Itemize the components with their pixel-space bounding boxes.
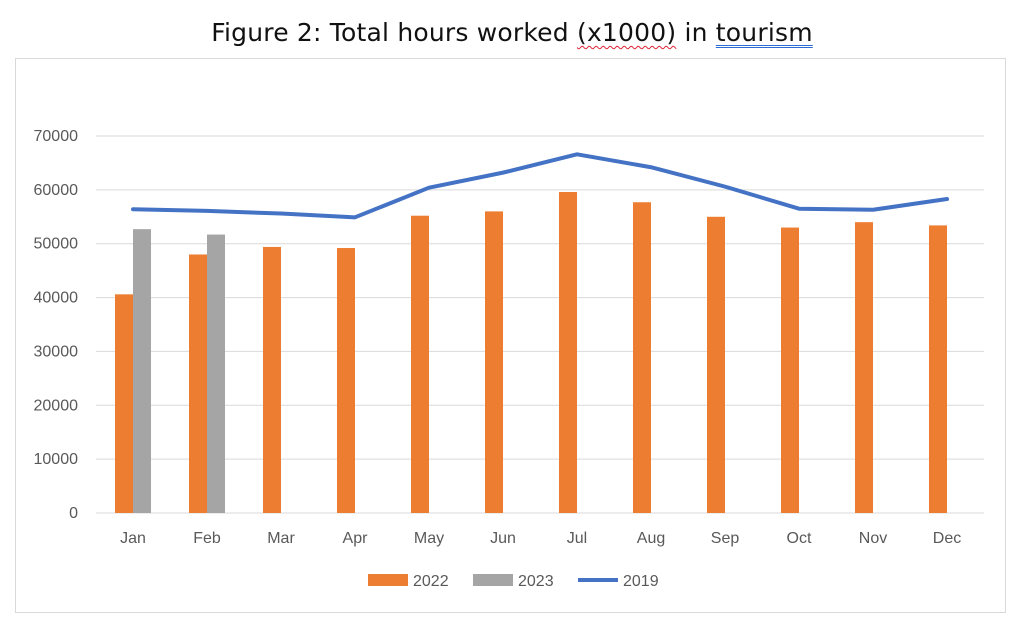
bar-series [115,192,947,514]
x-tick-label: Oct [787,530,812,547]
y-tick-label: 40000 [34,290,79,307]
gridlines [96,135,984,514]
line-series-2019 [131,152,949,220]
bar-2022-dec [929,225,947,513]
x-tick-label: May [414,530,444,547]
legend-label-2023: 2023 [518,573,554,590]
bar-2022-feb [189,254,207,513]
bar-2022-apr [337,248,355,513]
bar-2023-jan [133,229,151,513]
bar-2022-jul [559,192,577,514]
x-tick-label: Jul [567,530,587,547]
bar-2022-may [411,215,429,514]
chart-title: Figure 2: Total hours worked (x1000) in … [0,18,1024,47]
legend-swatch-2022 [368,574,408,586]
y-tick-label: 60000 [34,182,79,199]
y-tick-label: 70000 [34,128,79,145]
title-unit: (x1000) [576,18,677,47]
y-tick-label: 20000 [34,397,79,414]
title-mid: in [676,18,716,47]
line-series [131,152,949,220]
bar-2022-nov [855,222,873,513]
bar-2022-sep [707,216,725,514]
x-tick-label: Mar [267,530,295,547]
bar-2022-mar [263,246,281,513]
bar-2022-aug [633,202,651,513]
x-tick-label: Dec [933,530,961,547]
x-axis: Jan Feb Mar Apr May Jun Jul Aug Sep Oct Nov Dec [120,530,961,547]
chart-frame [15,58,1006,613]
x-tick-label: Feb [193,530,221,547]
legend: 2022 2023 2019 [368,573,659,590]
legend-swatch-2023 [473,574,513,586]
y-tick-label: 50000 [34,236,79,253]
x-tick-label: Sep [711,530,740,547]
legend-label-2022: 2022 [413,573,449,590]
bar-2023-feb [207,234,225,513]
bar-2022-jun [485,211,503,513]
title-topic: tourism [715,18,813,47]
x-tick-label: Nov [859,530,887,547]
x-tick-label: Jan [120,530,146,547]
title-prefix: Figure 2: Total hours worked [211,18,577,47]
x-tick-label: Aug [637,530,665,547]
bar-2022-oct [781,227,799,514]
legend-label-2019: 2019 [623,573,659,590]
bar-2022-jan [115,294,133,513]
y-tick-label: 10000 [34,451,79,468]
y-tick-label: 30000 [34,343,79,360]
y-axis: 0 10000 20000 30000 40000 50000 60000 70000 [34,128,79,522]
x-tick-label: Jun [490,530,516,547]
y-tick-label: 0 [69,505,78,522]
x-tick-label: Apr [343,530,369,547]
